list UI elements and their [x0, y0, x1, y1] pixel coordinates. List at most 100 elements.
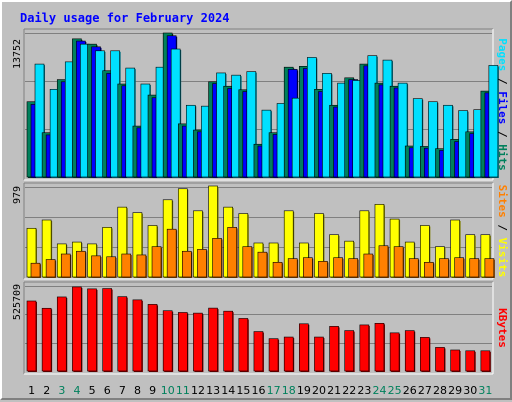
- x-tick-day-8: 8: [134, 384, 141, 397]
- bar-sites-day-26: [408, 258, 419, 278]
- legend-kbytes: KBytes: [496, 308, 509, 348]
- bar-kbytes-day-9: [147, 304, 158, 372]
- x-tick-day-31: 31: [478, 384, 492, 397]
- bar-sites-day-27: [424, 261, 434, 278]
- x-tick-day-13: 13: [206, 384, 220, 397]
- y-max-label: 13752: [12, 39, 23, 69]
- legend-item-hits: Hits: [496, 144, 509, 171]
- bar-kbytes-day-5: [87, 288, 97, 372]
- x-tick-day-17: 17: [267, 384, 281, 397]
- x-tick-day-14: 14: [221, 384, 235, 397]
- x-tick-day-26: 26: [403, 384, 417, 397]
- legend-item-sites: Sites: [496, 185, 509, 218]
- bar-kbytes-day-18: [283, 336, 294, 372]
- bar-kbytes-day-17: [268, 338, 279, 372]
- bar-pages-day-31: [488, 65, 499, 178]
- legend-item-files: Files: [496, 91, 509, 124]
- bar-kbytes-day-16: [253, 331, 264, 372]
- y-max-label: 979: [12, 186, 23, 204]
- bar-sites-day-13: [212, 238, 222, 278]
- bar-kbytes-day-26: [404, 330, 415, 372]
- x-tick-day-4: 4: [73, 384, 80, 397]
- bar-sites-day-11: [181, 250, 192, 278]
- bar-kbytes-day-2: [41, 307, 52, 372]
- bar-kbytes-day-23: [359, 324, 370, 372]
- legend-hits-files-pages: Pages / Files / Hits: [496, 38, 509, 171]
- bar-kbytes-day-28: [435, 347, 445, 372]
- x-tick-day-11: 11: [176, 384, 190, 397]
- bar-kbytes-day-19: [299, 323, 309, 372]
- x-tick-day-3: 3: [58, 384, 65, 397]
- bar-kbytes-day-7: [117, 296, 128, 372]
- x-tick-day-24: 24: [373, 384, 387, 397]
- bar-kbytes-day-12: [193, 312, 203, 372]
- bar-sites-day-1: [30, 262, 41, 278]
- chart-title: Daily usage for February 2024: [20, 11, 230, 25]
- x-tick-day-25: 25: [388, 384, 402, 397]
- x-tick-day-15: 15: [236, 384, 250, 397]
- bar-sites-day-15: [242, 246, 253, 278]
- x-tick-day-10: 10: [161, 384, 175, 397]
- bar-kbytes-day-4: [72, 286, 82, 372]
- bar-sites-day-25: [393, 246, 404, 278]
- legend-item-kbytes: KBytes: [496, 308, 509, 348]
- bar-sites-day-17: [272, 261, 283, 278]
- bar-pages-day-26: [412, 98, 423, 178]
- bar-pages-day-27: [428, 101, 438, 178]
- bar-kbytes-day-10: [162, 310, 173, 372]
- x-tick-day-20: 20: [312, 384, 326, 397]
- x-tick-day-28: 28: [433, 384, 447, 397]
- bar-sites-day-24: [378, 245, 389, 278]
- bar-kbytes-day-20: [314, 336, 324, 372]
- bar-kbytes-day-25: [389, 332, 400, 372]
- bar-kbytes-day-30: [465, 350, 476, 372]
- bar-pages-day-25: [397, 82, 408, 178]
- bar-kbytes-day-6: [102, 288, 112, 372]
- bar-sites-day-16: [257, 251, 268, 278]
- bar-pages-day-7: [125, 67, 136, 178]
- bar-sites-day-29: [454, 257, 464, 278]
- bar-sites-day-5: [91, 255, 101, 278]
- bar-sites-day-3: [60, 253, 71, 278]
- bar-sites-day-12: [197, 249, 207, 278]
- x-tick-day-21: 21: [327, 384, 341, 397]
- bar-kbytes-day-14: [223, 310, 233, 372]
- bar-sites-day-14: [227, 227, 237, 278]
- x-tick-day-23: 23: [357, 384, 371, 397]
- x-tick-day-1: 1: [28, 384, 35, 397]
- bar-kbytes-day-24: [374, 323, 385, 372]
- bar-kbytes-day-3: [56, 296, 67, 372]
- bar-pages-day-1: [34, 63, 45, 178]
- legend-visits-sites: Sites / Visits: [496, 185, 509, 278]
- bar-sites-day-2: [45, 259, 56, 278]
- x-tick-day-18: 18: [282, 384, 296, 397]
- x-tick-day-6: 6: [104, 384, 111, 397]
- bar-sites-day-30: [469, 258, 480, 278]
- x-tick-day-5: 5: [89, 384, 96, 397]
- bar-sites-day-9: [151, 246, 162, 278]
- bar-sites-day-20: [318, 261, 328, 278]
- bar-pages-day-15: [246, 71, 257, 178]
- legend-item-pages: Pages: [496, 38, 509, 71]
- bar-sites-day-31: [484, 258, 495, 278]
- bar-kbytes-day-1: [26, 300, 37, 372]
- bar-sites-day-7: [121, 253, 132, 278]
- x-tick-day-7: 7: [119, 384, 126, 397]
- bar-sites-day-19: [303, 257, 313, 278]
- x-tick-day-19: 19: [297, 384, 311, 397]
- legend-separator: /: [496, 71, 509, 91]
- x-tick-day-30: 30: [463, 384, 477, 397]
- bar-sites-day-10: [166, 228, 177, 278]
- x-tick-day-22: 22: [342, 384, 356, 397]
- bar-kbytes-day-22: [344, 330, 355, 372]
- bar-kbytes-day-21: [329, 326, 339, 372]
- x-tick-day-9: 9: [149, 384, 156, 397]
- bar-kbytes-day-15: [238, 318, 249, 372]
- x-tick-day-16: 16: [252, 384, 266, 397]
- x-tick-day-29: 29: [448, 384, 462, 397]
- bar-kbytes-day-13: [208, 307, 218, 372]
- x-tick-day-27: 27: [418, 384, 432, 397]
- y-max-label: 525709: [12, 284, 23, 320]
